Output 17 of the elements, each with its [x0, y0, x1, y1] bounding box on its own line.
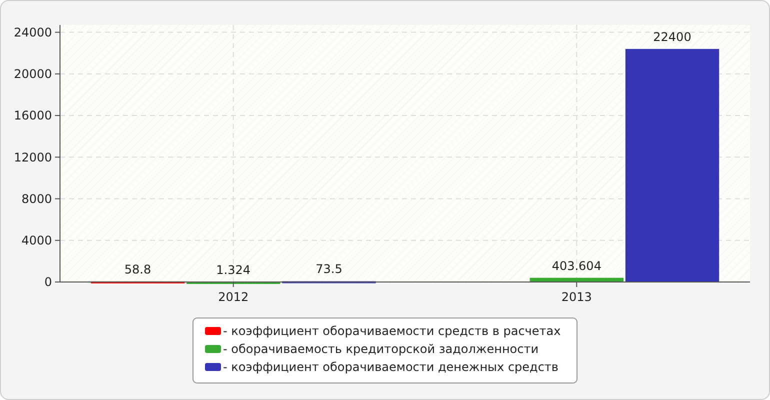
data-label: 22400: [653, 30, 692, 44]
y-tick-label: 0: [44, 275, 52, 290]
legend-label: - коэффициент оборачиваемости средств в расчетах: [223, 324, 561, 338]
data-label: 73.5: [316, 262, 342, 276]
y-tick-label: 4000: [21, 234, 52, 248]
x-tick-label: 2012: [218, 290, 249, 304]
y-tick-label: 8000: [21, 192, 52, 206]
data-label: 403.604: [552, 258, 602, 273]
y-tick-label: 12000: [14, 150, 52, 164]
legend-label: - коэффициент оборачиваемости денежных средств: [223, 360, 558, 374]
y-tick-label: 24000: [14, 25, 52, 40]
legend-label: - оборачиваемость кредиторской задолженности: [223, 342, 539, 356]
y-tick-label: 20000: [14, 67, 52, 82]
x-tick-label: 2013: [561, 290, 592, 304]
data-label: 1.324: [216, 262, 251, 277]
data-label: 58.8: [124, 262, 152, 276]
y-tick-label: 16000: [14, 108, 52, 123]
